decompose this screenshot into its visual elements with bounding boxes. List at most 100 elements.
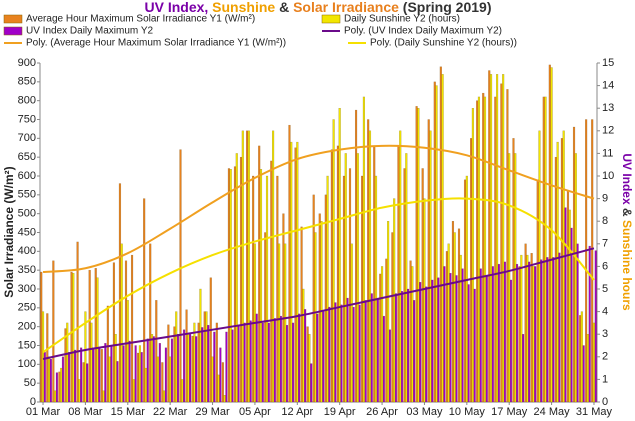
bar — [509, 279, 513, 403]
bar — [47, 356, 51, 403]
bar — [173, 326, 176, 403]
bar — [279, 315, 283, 403]
bar — [548, 64, 551, 403]
bar — [350, 243, 353, 403]
y2-tick-label: 8 — [602, 215, 608, 227]
y2-tick-label: 9 — [602, 193, 608, 205]
bar — [288, 124, 291, 403]
bar — [380, 266, 384, 403]
x-tick-label: 01 Mar — [26, 406, 61, 418]
bar — [451, 220, 455, 403]
legend-label: Daily Sunshine Y2 (hours) — [344, 14, 460, 25]
bar — [267, 322, 270, 403]
trend-line — [42, 197, 595, 354]
bar — [467, 284, 470, 403]
y2-tick-label: 3 — [602, 328, 608, 340]
bar — [370, 293, 373, 403]
bar — [181, 379, 184, 403]
bar — [476, 100, 479, 403]
bar — [272, 130, 275, 403]
bar — [578, 315, 582, 403]
bar — [265, 175, 269, 403]
bar — [104, 343, 107, 403]
bar — [367, 119, 370, 403]
bar — [134, 345, 137, 403]
bar — [215, 322, 218, 403]
bar — [423, 198, 426, 403]
bar — [497, 263, 500, 403]
bar — [120, 243, 123, 403]
y-tick-label: 550 — [18, 189, 36, 201]
bar — [582, 345, 585, 403]
bar — [340, 304, 343, 403]
bar — [473, 288, 476, 403]
bar — [259, 169, 263, 403]
bar — [324, 194, 327, 403]
bar — [189, 334, 192, 403]
legend-label: Poly. (UV Index Daily Maximum Y2) — [344, 26, 502, 37]
y2-tick-label: 0 — [602, 396, 608, 408]
bar — [494, 96, 497, 403]
bar — [530, 253, 533, 403]
bar — [330, 149, 333, 403]
bar — [374, 175, 378, 403]
bar — [285, 324, 289, 403]
y2-tick-label: 11 — [602, 147, 613, 159]
bar — [393, 198, 396, 403]
x-tick-label: 03 May — [406, 406, 443, 418]
bar — [502, 74, 505, 403]
bar — [227, 168, 231, 403]
bar — [143, 198, 146, 403]
bar — [405, 153, 408, 403]
x-tick-label: 17 May — [491, 406, 528, 418]
bar — [352, 306, 355, 403]
y-tick-label: 750 — [18, 113, 36, 125]
bar — [163, 390, 166, 403]
bar — [536, 179, 539, 403]
bar — [182, 329, 186, 403]
bar — [304, 309, 307, 403]
bar — [419, 282, 422, 403]
bar — [298, 313, 301, 403]
bar — [435, 85, 438, 403]
bar — [400, 291, 404, 403]
bar — [149, 243, 152, 403]
bar — [453, 232, 456, 403]
bar — [98, 347, 101, 403]
bar — [326, 175, 329, 403]
bar — [433, 81, 436, 403]
bar — [387, 220, 390, 403]
bar — [264, 232, 267, 403]
bar — [471, 107, 474, 403]
bar — [522, 334, 525, 403]
y2-tick-label: 7 — [602, 238, 608, 250]
chart-title: UV Index, Sunshine & Solar Irradiance (S… — [144, 0, 491, 15]
bar — [108, 356, 111, 403]
bar — [58, 371, 61, 403]
y-tick-label: 850 — [18, 76, 36, 88]
bar — [373, 145, 376, 403]
bar — [102, 390, 105, 403]
trend-line — [42, 247, 595, 361]
y2-title-part: & — [620, 205, 634, 220]
bar — [358, 304, 361, 403]
bar — [594, 250, 597, 403]
y-tick-label: 150 — [18, 339, 36, 351]
bar — [100, 349, 103, 403]
bar — [437, 277, 440, 403]
bar — [346, 297, 349, 403]
bar — [122, 345, 125, 403]
bar — [80, 347, 83, 403]
bar — [72, 272, 75, 403]
bar — [552, 257, 555, 403]
bar — [88, 269, 91, 403]
bar — [306, 326, 309, 403]
x-tick-label: 31 May — [576, 406, 613, 418]
bar — [213, 331, 216, 403]
bar — [49, 358, 52, 403]
title-part: (Spring 2019) — [399, 0, 492, 15]
bar — [128, 340, 131, 403]
bar — [140, 352, 143, 403]
bar — [417, 107, 420, 403]
bar — [249, 320, 252, 403]
